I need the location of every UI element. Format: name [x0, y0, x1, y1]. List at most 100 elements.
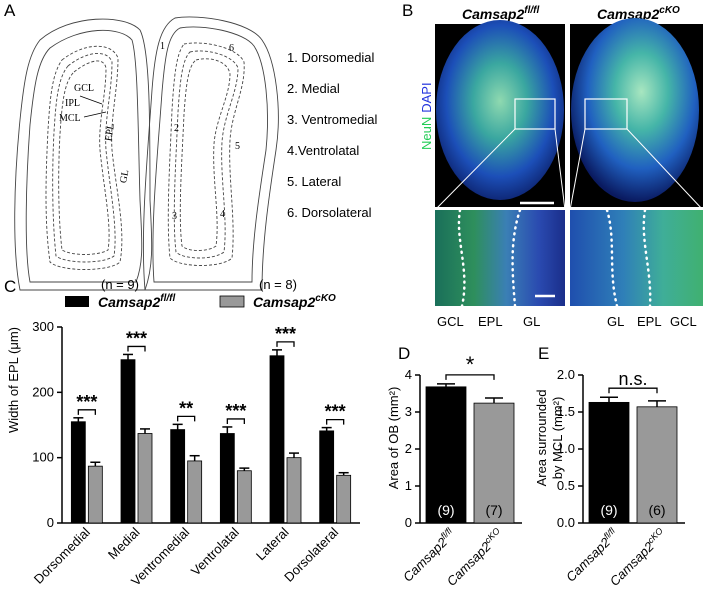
significance-bracket: [608, 387, 658, 394]
category-gene: Camsap2: [400, 534, 450, 584]
zoom-connector: [554, 128, 566, 211]
y-tick-label: 0: [47, 515, 54, 530]
sample-size-label: (7): [485, 502, 502, 518]
ob-section-cko: [571, 18, 699, 202]
significance-label: *: [466, 352, 475, 377]
bar: [636, 406, 678, 524]
chart-c-ylabel: Width of EPL (μm): [6, 327, 21, 433]
left-hemisphere-outer: [14, 18, 153, 291]
stain-labels: NeuNDAPI: [419, 82, 434, 150]
series-n-label: (n = 9): [101, 277, 139, 292]
category-label: Camsap2cKO: [443, 526, 506, 589]
layer-boundary-line: [605, 208, 619, 308]
legend-swatch-cko: [219, 295, 245, 308]
region-number-6: 6: [229, 43, 234, 54]
significance-label: ***: [76, 392, 97, 412]
y-tick-label: 1: [405, 478, 412, 493]
zoom-box-cko: [584, 98, 628, 130]
panel-d-label: D: [398, 344, 410, 363]
significance-label: n.s.: [618, 369, 647, 389]
bar: [236, 470, 252, 524]
y-tick-label: 1.0: [557, 441, 575, 456]
region-legend-item: 5. Lateral: [287, 174, 341, 189]
bar: [319, 430, 335, 524]
sample-size-label: (9): [600, 502, 617, 518]
bar: [425, 386, 467, 524]
zoom-connector: [434, 128, 516, 211]
left-hemisphere-inner: [25, 29, 143, 283]
y-tick-label: 200: [32, 384, 54, 399]
category-label: Lateral: [253, 524, 292, 563]
significance-bracket: [326, 418, 345, 425]
zoom-image-floxed: [435, 210, 565, 306]
layer-label-ipl: IPL: [65, 98, 80, 109]
zoom-connector: [569, 128, 586, 211]
y-tick-label: 0.5: [557, 478, 575, 493]
zoom-image-cko: [570, 210, 703, 306]
zoom-box-floxed: [514, 98, 556, 130]
sample-size-label: (9): [437, 502, 454, 518]
bar: [170, 429, 186, 524]
zoom-label: GCL: [670, 314, 697, 329]
chart-e: 0.00.51.01.52.0(9)Camsap2fl/fl(6)Camsap2…: [557, 367, 685, 589]
significance-label: ***: [275, 324, 296, 344]
layer-label-mcl: MCL: [59, 113, 81, 124]
layer-label-epl: EPL: [103, 123, 117, 142]
region-legend-item: 4.Ventrolatal: [287, 143, 359, 158]
category-genotype: cKO: [482, 526, 501, 545]
bar: [336, 474, 352, 524]
region-legend-item: 6. Dorsolateral: [287, 205, 372, 220]
category-gene: Camsap2: [607, 538, 657, 588]
chart-c: 0 100 200 300 *** Dorsomedial *** Medial ** Ventr…: [31, 319, 360, 589]
region-legend-item: 1. Dorsomedial: [287, 50, 375, 65]
bar: [286, 457, 302, 524]
bar: [473, 402, 515, 524]
significance-bracket: [276, 341, 295, 347]
significance-bracket: [177, 415, 196, 422]
y-tick-label: 4: [405, 367, 412, 382]
bar: [588, 401, 630, 524]
region-legend-item: 3. Ventromedial: [287, 112, 377, 127]
significance-bracket: [226, 418, 245, 424]
zoom-label: EPL: [478, 314, 503, 329]
y-tick-label: 300: [32, 319, 54, 334]
layer-label-gl: GL: [118, 169, 131, 184]
category-label: Dorsomedial: [31, 524, 93, 586]
ob-section-floxed: [436, 20, 564, 200]
right-hemisphere-inner: [152, 26, 268, 283]
y-tick-label: 1.5: [557, 404, 575, 419]
y-tick-label: 2: [405, 441, 412, 456]
zoom-label: GCL: [437, 314, 464, 329]
genotype-header-left: Camsap2fl/fl: [462, 5, 539, 22]
zoom-layer-labels: GCL EPL GL GL EPL GCL: [437, 314, 697, 329]
zoom-connector: [626, 128, 704, 211]
bar: [187, 460, 203, 524]
zoom-label: GL: [607, 314, 624, 329]
legend-swatch-floxed: [65, 296, 89, 307]
chart-e-ylabel-line1: Area surrounded: [534, 390, 549, 487]
ipl-pointer: [79, 95, 103, 105]
mcl-pointer: [83, 111, 107, 118]
category-gene: Camsap2: [563, 534, 613, 584]
y-tick-label: 0.0: [557, 515, 575, 530]
chart-d-ylabel: Area of OB (mm²): [386, 387, 401, 490]
chart-e-ylabel-line2: by MCL (mm²): [550, 397, 565, 480]
bar: [137, 433, 153, 524]
significance-label: ***: [126, 328, 147, 348]
panel-c-label: C: [4, 277, 16, 296]
panel-a-label: A: [4, 1, 16, 20]
series-n-label: (n = 8): [259, 277, 297, 292]
panel-b-label: B: [402, 1, 413, 20]
legend-label-cko: Camsap2cKO: [253, 293, 336, 310]
significance-label: **: [179, 398, 193, 418]
y-tick-label: 100: [32, 450, 54, 465]
significance-label: ***: [325, 402, 346, 422]
region-number-4: 4: [220, 209, 225, 220]
region-legend: 1. Dorsomedial 2. Medial 3. Ventromedial…: [287, 50, 377, 220]
category-gene: Camsap2: [444, 538, 494, 588]
y-tick-label: 0: [405, 515, 412, 530]
significance-bracket: [445, 374, 495, 380]
genotype-header-right: Camsap2cKO: [597, 5, 680, 22]
